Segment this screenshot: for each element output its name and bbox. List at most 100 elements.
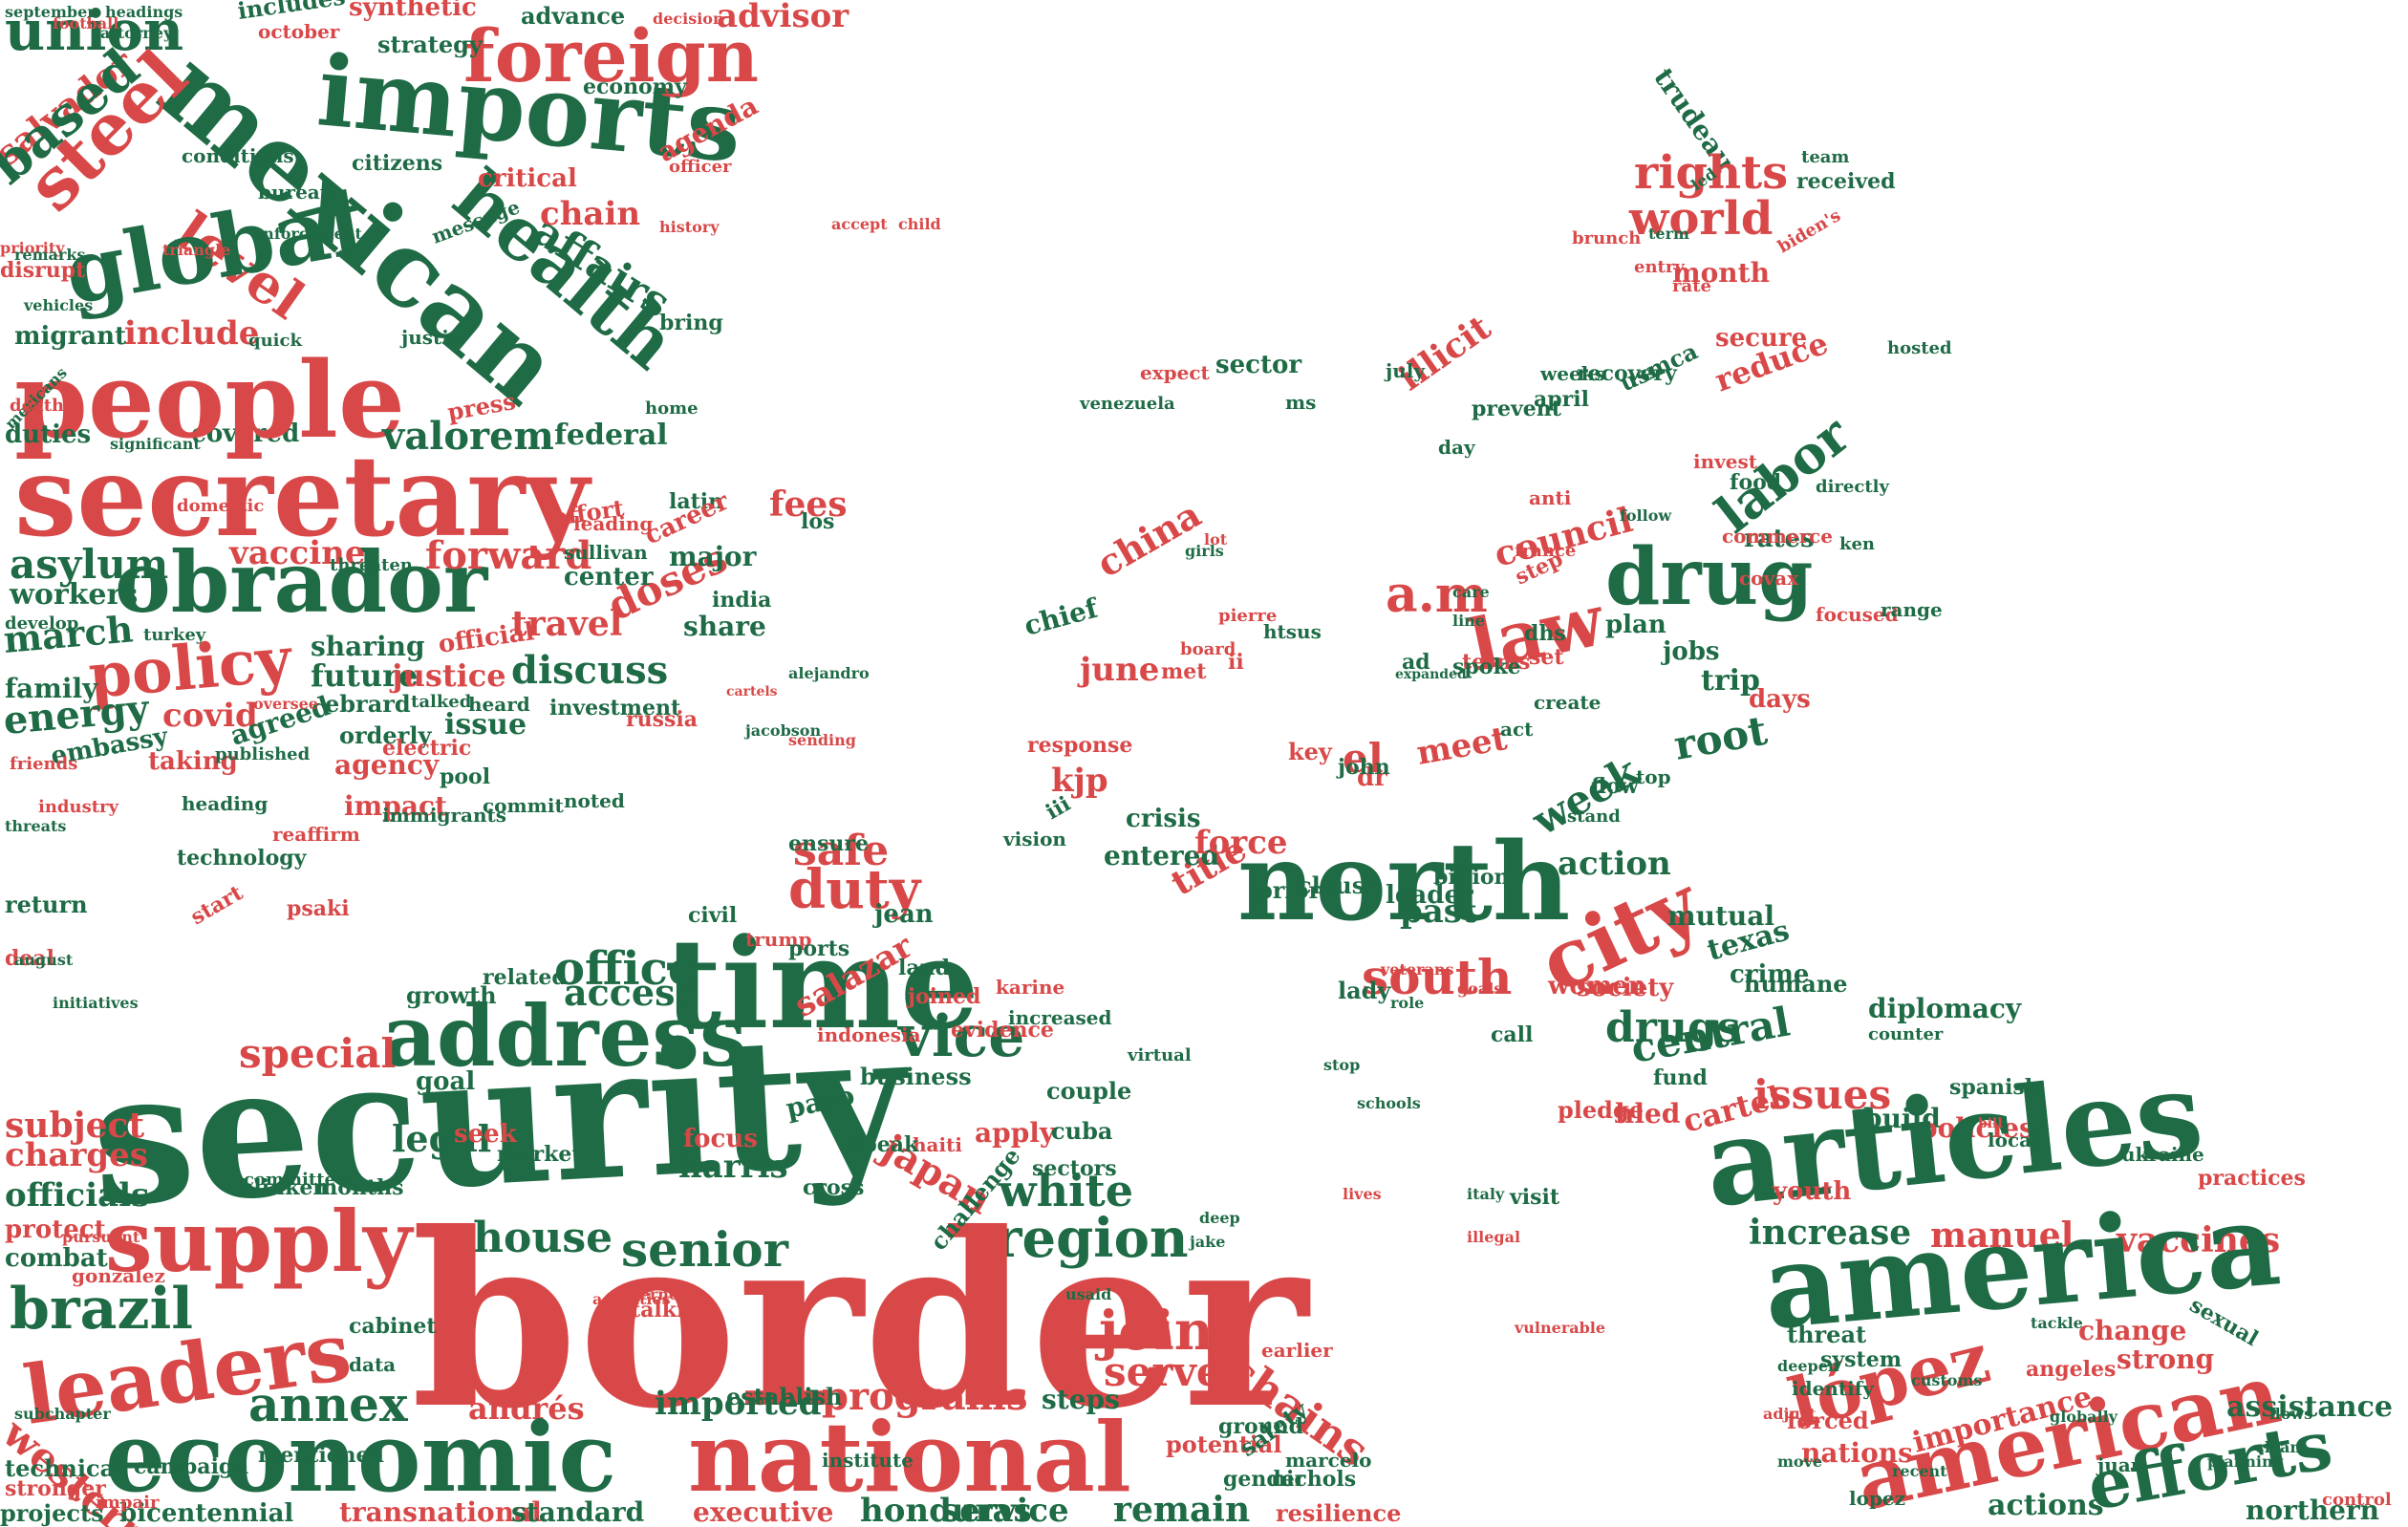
word-strong: strong	[2117, 1344, 2214, 1375]
word-initiatives: initiatives	[53, 994, 139, 1012]
word-ms: ms	[1285, 391, 1316, 414]
word-lady: lady	[1338, 977, 1391, 1004]
word-trip: trip	[1701, 664, 1760, 698]
word-threats: threats	[5, 817, 66, 835]
word-italy: italy	[1467, 1185, 1505, 1203]
word-biden-s: biden's	[1774, 205, 1844, 257]
word-jean: jean	[872, 900, 934, 929]
word-leading: leading	[573, 512, 653, 535]
word-investment: investment	[549, 696, 681, 720]
word-june: june	[1077, 651, 1159, 689]
word-crisis: crisis	[1126, 805, 1201, 833]
word-lopez: lopez	[1849, 1487, 1905, 1510]
word-workers: workers	[9, 578, 138, 612]
word-india: india	[712, 588, 771, 613]
word-terms: terms	[1462, 650, 1530, 675]
word-charges: charges	[5, 1136, 148, 1174]
word-ebrard: ebrard	[325, 690, 411, 718]
word-federal: federal	[554, 419, 668, 452]
word-agency: agency	[334, 749, 440, 781]
word-months: months	[315, 1175, 404, 1200]
word-home: home	[645, 398, 699, 419]
word-economic: economic	[105, 1401, 616, 1514]
word-ad: ad	[1402, 650, 1430, 675]
word-triangle: triangle	[162, 241, 230, 259]
word-brunch: brunch	[1572, 228, 1641, 248]
word-advisor: advisor	[717, 0, 849, 35]
word-domestic: domestic	[177, 496, 264, 516]
word-north: north	[1237, 820, 1570, 945]
word-vaccines: vaccines	[2116, 1220, 2280, 1260]
word-lot: lot	[1204, 530, 1228, 548]
word-commit: commit	[483, 794, 564, 817]
word-sending: sending	[788, 731, 856, 749]
word-duties: duties	[5, 420, 91, 449]
word-remain: remain	[1113, 1490, 1250, 1527]
word-steps: steps	[1042, 1384, 1120, 1415]
word-subchapter: subchapter	[14, 1405, 111, 1423]
word-dr: dr	[1357, 764, 1387, 792]
word-cross: cross	[803, 1175, 864, 1200]
word-karine: karine	[996, 976, 1064, 999]
word-pursuant: pursuant	[62, 1228, 140, 1246]
word-programs: programs	[822, 1374, 1028, 1419]
word-national: national	[688, 1401, 1131, 1514]
word-identify: identify	[1792, 1377, 1875, 1400]
word-role: role	[1390, 994, 1424, 1012]
word-northern: northern	[2246, 1495, 2379, 1526]
word-sullivan: sullivan	[564, 541, 648, 564]
word-white: white	[998, 1165, 1133, 1216]
word-disrupt: disrupt	[0, 258, 86, 283]
word-juan: juan	[2096, 1453, 2145, 1476]
word-significant: significant	[110, 435, 201, 453]
word-speak: speak	[850, 1132, 919, 1157]
word-girls: girls	[1185, 542, 1224, 560]
word-discuss: discuss	[511, 648, 668, 693]
word-campaign: campaign	[134, 1454, 248, 1479]
word-foreign: foreign	[463, 13, 759, 98]
word-establish: establish	[726, 1383, 842, 1410]
word-migrant: migrant	[14, 322, 126, 351]
word-root: root	[1670, 707, 1771, 769]
word-executive: executive	[693, 1496, 833, 1527]
word-cuba: cuba	[1051, 1117, 1112, 1145]
word-recent: recent	[1892, 1462, 1947, 1480]
word-leader: leader	[1386, 881, 1473, 910]
word-deal: deal	[5, 946, 54, 971]
word-commerce: commerce	[1722, 525, 1833, 548]
word-goal: goal	[416, 1067, 475, 1096]
word-call: call	[1491, 1022, 1533, 1047]
word-covered: covered	[191, 419, 299, 448]
word-billion: billion	[1433, 865, 1509, 890]
word-friends: friends	[10, 754, 77, 774]
word-month: month	[1672, 257, 1770, 289]
word-service: service	[941, 1492, 1069, 1527]
word-asylum: asylum	[10, 541, 168, 588]
word-technology: technology	[177, 846, 308, 871]
word-met: met	[1161, 659, 1207, 684]
word-football: football	[53, 14, 118, 32]
word-data: data	[349, 1353, 396, 1376]
word-forced: forced	[1787, 1407, 1869, 1434]
word-legal: legal	[392, 1117, 491, 1160]
word-latin: latin	[669, 489, 723, 514]
word-weeks: weeks	[1539, 362, 1605, 385]
word-ken: ken	[1839, 534, 1875, 554]
word-turkey: turkey	[143, 625, 206, 645]
word-covid: covid	[162, 697, 258, 735]
word-accept: accept	[831, 215, 888, 233]
word-august: august	[14, 951, 74, 969]
word-john: john	[1336, 755, 1390, 780]
word-published: published	[215, 744, 311, 764]
word-october: october	[258, 20, 340, 43]
word-september: september	[5, 3, 96, 21]
word-indonesia: indonesia	[817, 1023, 921, 1046]
word-recovery: recovery	[1577, 361, 1678, 386]
word-expect: expect	[1140, 361, 1211, 384]
word-bill: bill	[1978, 1116, 2003, 1131]
word-kjp: kjp	[1051, 762, 1108, 800]
word-ensure: ensure	[788, 831, 869, 856]
word-society: society	[1577, 974, 1674, 1002]
word-issue: issue	[444, 708, 527, 742]
